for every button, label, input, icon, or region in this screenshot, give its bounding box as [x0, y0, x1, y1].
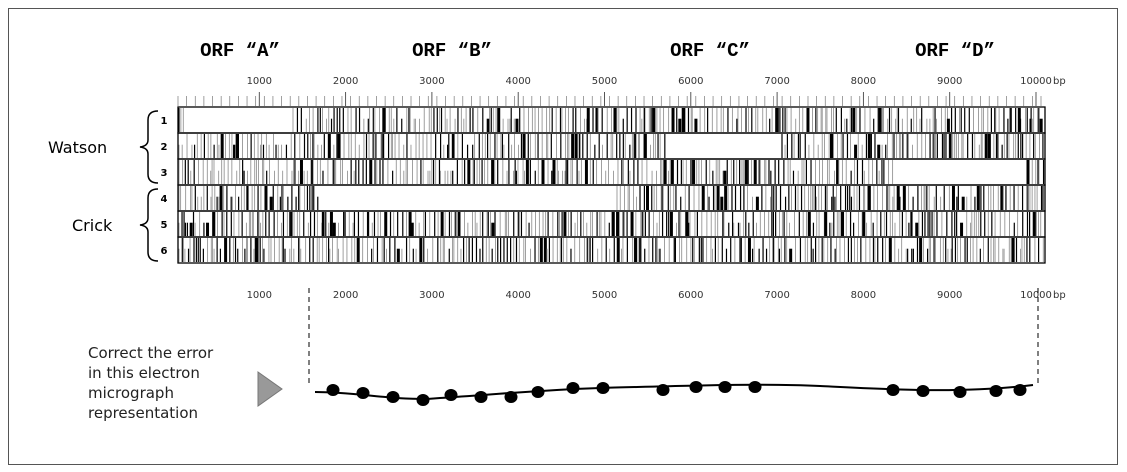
tick-label: 10000	[1020, 76, 1052, 87]
molecule-dot	[566, 382, 580, 394]
tick-label: 9000	[937, 290, 962, 301]
tick-label: 8000	[851, 290, 876, 301]
molecule-dot	[656, 384, 670, 396]
tick-label: 6000	[678, 76, 703, 87]
orf-label: ORF “B”	[412, 40, 492, 62]
frame-number: 4	[161, 194, 168, 205]
orf-label: ORF “C”	[670, 40, 750, 62]
molecule-dot	[444, 389, 458, 401]
tick-label: 6000	[678, 290, 703, 301]
axis-unit: bp	[1053, 290, 1066, 301]
instruction-line: in this electron	[88, 364, 200, 382]
molecule-dot	[356, 387, 370, 399]
orf-label: ORF “A”	[200, 40, 280, 62]
orf-label: ORF “D”	[915, 40, 995, 62]
molecule-dot	[916, 385, 930, 397]
instruction-line: Correct the error	[88, 344, 214, 362]
molecule-dot	[386, 391, 400, 403]
molecule-dot	[596, 382, 610, 394]
molecule-dot	[886, 384, 900, 396]
frame-number: 5	[161, 220, 168, 231]
molecule-dot	[748, 381, 762, 393]
tick-label: 3000	[419, 290, 444, 301]
tick-label: 1000	[247, 76, 272, 87]
molecule-dot	[531, 386, 545, 398]
tick-label: 8000	[851, 76, 876, 87]
pointer-triangle	[257, 371, 283, 407]
tick-label: 9000	[937, 76, 962, 87]
instruction-line: micrograph	[88, 384, 174, 402]
molecule-dot	[416, 394, 430, 406]
molecule-dot	[718, 381, 732, 393]
molecule-dot	[689, 381, 703, 393]
frame-number: 1	[161, 116, 168, 127]
instruction-line: representation	[88, 404, 198, 422]
tick-label: 1000	[247, 290, 272, 301]
tick-label: 4000	[505, 290, 530, 301]
tick-label: 2000	[333, 290, 358, 301]
frame-row	[177, 236, 1046, 264]
tick-label: 7000	[764, 76, 789, 87]
frame-number: 3	[161, 168, 168, 179]
strand-label: Watson	[48, 138, 107, 157]
tick-label: 2000	[333, 76, 358, 87]
molecule-dot	[326, 384, 340, 396]
molecule-dot	[989, 385, 1003, 397]
tick-label: 7000	[764, 290, 789, 301]
brace	[139, 188, 159, 262]
strand-label: Crick	[72, 216, 113, 235]
tick-label: 4000	[505, 76, 530, 87]
tick-label: 3000	[419, 76, 444, 87]
frame-number: 6	[161, 246, 168, 257]
tick-label: 5000	[592, 290, 617, 301]
molecule-dot	[474, 391, 488, 403]
brace	[139, 110, 159, 184]
molecule-dot	[1013, 384, 1027, 396]
molecule-dot	[504, 391, 518, 403]
tick-label: 5000	[592, 76, 617, 87]
tick-label: 10000	[1020, 290, 1052, 301]
molecule-dot	[953, 386, 967, 398]
frame-number: 2	[161, 142, 168, 153]
axis-unit: bp	[1053, 76, 1066, 87]
